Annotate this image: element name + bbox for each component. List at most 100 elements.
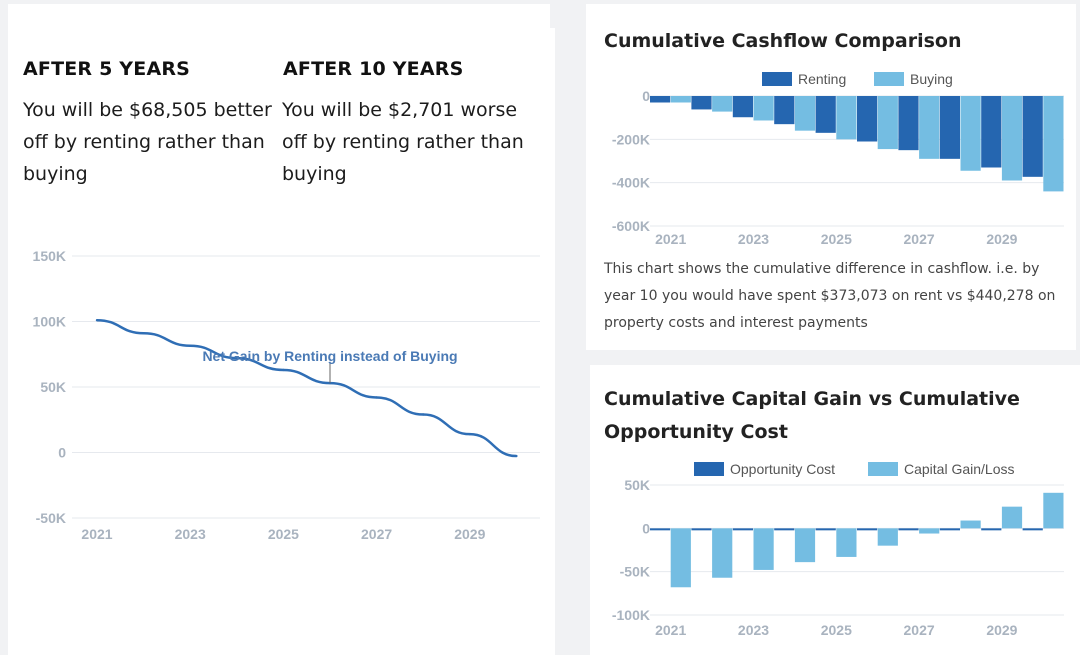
bar-opportunity-cost	[650, 528, 671, 531]
bar-opportunity-cost	[691, 528, 712, 531]
series-annotation-label: Net Gain by Renting instead of Buying	[202, 348, 457, 364]
bar-capital-gain-loss	[1001, 506, 1023, 529]
cashflow-desc-line-2: year 10 you would have spent $373,073 on…	[604, 288, 1056, 304]
five-year-line-2: off by renting rather than	[23, 131, 265, 153]
y-tick-label: 50K	[624, 477, 650, 493]
cashflow-description: This chart shows the cumulative differen…	[604, 256, 1074, 337]
y-tick-label: -100K	[612, 607, 650, 623]
bar-opportunity-cost	[1022, 528, 1043, 531]
series-point	[422, 413, 425, 416]
x-tick-label: 2027	[904, 231, 935, 247]
bar-renting	[898, 96, 919, 151]
y-tick-label: -50K	[620, 564, 650, 580]
series-point	[189, 344, 192, 347]
bar-capital-gain-loss	[753, 528, 774, 570]
bar-renting	[1022, 96, 1043, 177]
bar-buying	[794, 96, 816, 131]
legend-swatch	[762, 72, 792, 86]
bar-opportunity-cost	[815, 528, 836, 531]
x-tick-label: 2023	[175, 526, 206, 542]
ten-year-line-2: off by renting rather than	[282, 131, 524, 153]
series-point	[375, 396, 378, 399]
summary-card-top-edge	[8, 4, 550, 30]
legend-swatch	[868, 462, 898, 476]
bar-capital-gain-loss	[670, 528, 691, 588]
net-gain-line-chart: 150K 100K 50K 0 -50K 2021 2023 2025 2027 2029 Net …	[33, 248, 540, 542]
cashflow-desc-line-3: property costs and interest payments	[604, 315, 868, 331]
legend-label: Renting	[798, 71, 846, 87]
bar-buying	[836, 96, 857, 140]
bar-buying	[960, 96, 981, 171]
series-point	[515, 454, 518, 458]
bar-renting	[981, 96, 1002, 168]
series-line	[96, 318, 517, 458]
legend-label: Buying	[910, 71, 953, 87]
ten-year-line-1: You will be $2,701 worse	[282, 99, 518, 121]
bar-capital-gain-loss	[836, 528, 857, 557]
y-tick-label: 50K	[40, 379, 66, 395]
x-tick-label: 2029	[986, 231, 1017, 247]
y-tick-label: 150K	[33, 248, 66, 264]
cashflow-bar-chart: 0 -200K -400K -600K 2021 2023 2025 2027 2029 Rent…	[612, 71, 1064, 247]
bar-capital-gain-loss	[960, 520, 981, 529]
bar-buying	[919, 96, 940, 159]
bar-capital-gain-loss	[1043, 492, 1064, 529]
legend-label: Capital Gain/Loss	[904, 461, 1015, 477]
x-tick-label: 2025	[268, 526, 299, 542]
cashflow-desc-line-1: This chart shows the cumulative differen…	[604, 261, 1040, 277]
series-point	[95, 318, 99, 322]
bar-buying	[1001, 96, 1023, 181]
legend-swatch	[694, 462, 724, 476]
bar-renting	[650, 96, 671, 103]
bar-capital-gain-loss	[919, 528, 940, 534]
bar-buying	[712, 96, 733, 112]
x-tick-label: 2025	[821, 231, 852, 247]
x-tick-label: 2029	[986, 622, 1017, 638]
bar-buying	[753, 96, 774, 121]
y-tick-label: 100K	[33, 314, 66, 330]
bar-capital-gain-loss	[794, 528, 816, 563]
ten-year-summary: You will be $2,701 worse off by renting …	[282, 94, 542, 190]
capital-title-line-1: Cumulative Capital Gain vs Cumulative	[604, 388, 1020, 410]
summary-card: AFTER 5 YEARS You will be $68,505 better…	[8, 28, 555, 655]
bar-opportunity-cost	[981, 528, 1002, 531]
cashflow-card-title: Cumulative Cashflow Comparison	[604, 30, 962, 52]
series-point	[282, 368, 285, 372]
y-tick-label: -200K	[612, 131, 650, 147]
bar-renting	[732, 96, 753, 118]
series-point	[468, 432, 471, 436]
capital-card-title: Cumulative Capital Gain vs Cumulative Op…	[604, 383, 1020, 449]
five-year-line-1: You will be $68,505 better	[23, 99, 272, 121]
ten-year-heading: AFTER 10 YEARS	[283, 58, 464, 80]
y-tick-label: -600K	[612, 218, 650, 234]
bar-renting	[774, 96, 795, 125]
capital-title-line-2: Opportunity Cost	[604, 421, 788, 443]
bar-opportunity-cost	[857, 528, 878, 531]
bar-opportunity-cost	[732, 528, 753, 531]
series-point	[235, 356, 238, 360]
bar-opportunity-cost	[898, 528, 919, 531]
x-tick-label: 2023	[738, 231, 769, 247]
bar-buying	[670, 96, 691, 103]
x-tick-label: 2023	[738, 622, 769, 638]
bar-renting	[691, 96, 712, 110]
bar-buying	[1043, 96, 1064, 192]
bar-opportunity-cost	[939, 528, 960, 531]
x-tick-label: 2027	[904, 622, 935, 638]
capital-bar-chart: 50K 0 -50K -100K 2021 2023 2025 2027 2029 Opportu…	[612, 461, 1064, 638]
x-tick-label: 2025	[821, 622, 852, 638]
x-tick-label: 2027	[361, 526, 392, 542]
bar-opportunity-cost	[774, 528, 795, 531]
five-year-line-3: buying	[23, 163, 88, 185]
bar-capital-gain-loss	[877, 528, 898, 546]
y-tick-label: -50K	[36, 510, 66, 526]
y-tick-label: 0	[58, 445, 66, 461]
capital-card: Cumulative Capital Gain vs Cumulative Op…	[590, 365, 1080, 655]
series-point	[142, 332, 145, 335]
bar-renting	[815, 96, 836, 133]
legend-label: Opportunity Cost	[730, 461, 835, 477]
y-tick-label: 0	[642, 520, 650, 536]
y-tick-label: 0	[642, 88, 650, 104]
bar-buying	[877, 96, 898, 150]
five-year-summary: You will be $68,505 better off by rentin…	[23, 94, 273, 190]
